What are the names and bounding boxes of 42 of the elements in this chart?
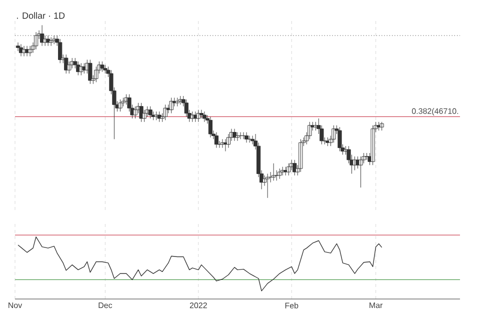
candlestick: [52, 35, 56, 44]
candlestick: [220, 138, 225, 148]
candlestick: [358, 156, 363, 188]
candlestick: [266, 173, 270, 198]
candlestick: [214, 132, 219, 148]
candlestick: [40, 24, 44, 46]
candlestick: [232, 128, 237, 142]
candlestick: [100, 61, 104, 72]
candlestick: [169, 97, 174, 114]
x-tick-label: Nov: [8, 302, 22, 308]
candlestick: [370, 125, 375, 166]
candlestick: [280, 166, 285, 176]
candlestick: [178, 96, 182, 105]
candlestick: [380, 122, 384, 131]
candlestick: [244, 132, 249, 143]
candlestick: [58, 38, 62, 64]
candlestick: [49, 37, 54, 46]
candlestick: [235, 132, 240, 142]
candlestick: [238, 132, 243, 140]
candlestick: [202, 111, 206, 122]
candlestick: [376, 122, 381, 131]
annotation: 0.382(46710.: [412, 108, 458, 116]
candlestick: [208, 116, 212, 138]
candlestick: [24, 46, 30, 57]
x-tick-label: Dec: [98, 302, 112, 308]
candlestick: [46, 35, 50, 46]
candlestick: [272, 163, 276, 181]
candlestick: [196, 110, 200, 122]
chart-title: . Dollar · 1D: [17, 12, 65, 19]
x-tick-label: Mar: [370, 302, 383, 308]
candlestick: [241, 132, 246, 140]
candlestick: [34, 32, 38, 50]
candlestick: [314, 122, 318, 131]
candlestick: [278, 168, 282, 180]
candlestick: [247, 135, 252, 143]
candlestick: [154, 111, 158, 120]
x-tick-label: 2022: [190, 302, 207, 308]
x-tick-label: Feb: [285, 302, 298, 308]
candlestick: [175, 97, 180, 107]
candlestick: [286, 163, 291, 176]
candlestick: [28, 46, 32, 57]
candlestick: [199, 110, 204, 119]
